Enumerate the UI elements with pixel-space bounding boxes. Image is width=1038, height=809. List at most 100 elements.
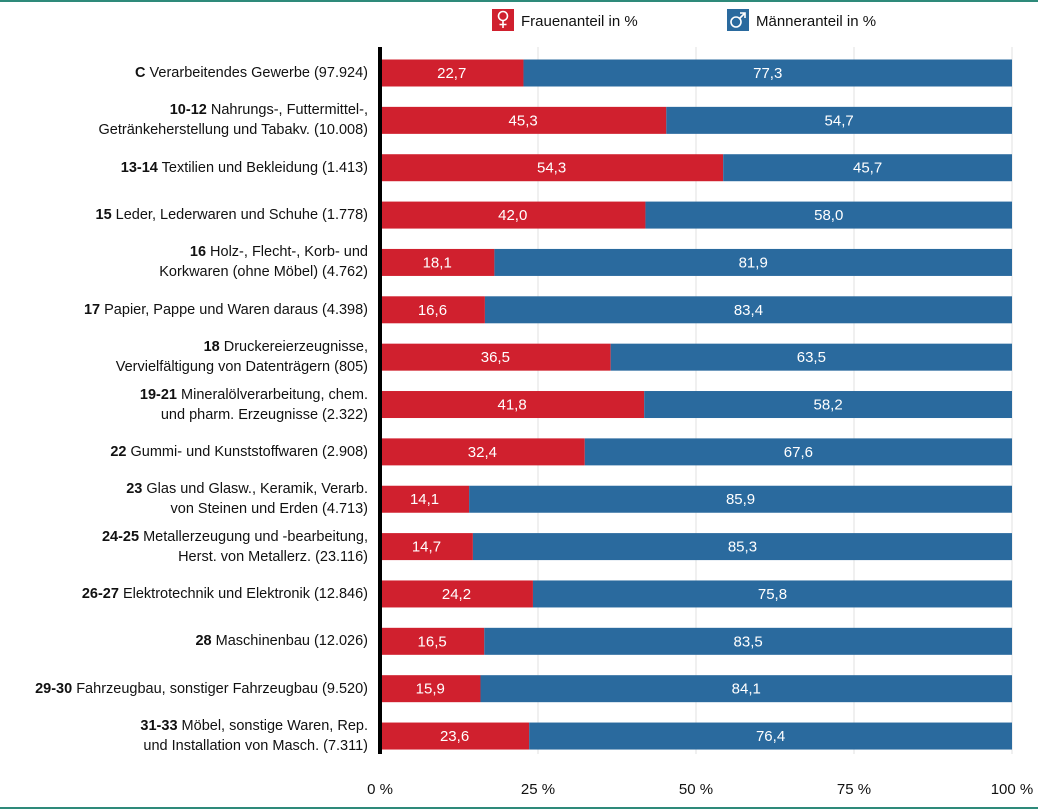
value-label: 85,9: [726, 491, 755, 508]
value-label: 14,1: [410, 491, 439, 508]
category-label: 23 Glas und Glasw., Keramik, Verarb. von…: [8, 479, 368, 519]
bar-segment: [532, 580, 1012, 608]
legend-item: Frauenanteil in %: [492, 9, 638, 31]
value-label: 63,5: [797, 349, 826, 366]
category-label: 16 Holz-, Flecht-, Korb- und Korkwaren (…: [8, 242, 368, 282]
category-label: 15 Leder, Lederwaren und Schuhe (1.778): [8, 205, 369, 225]
x-tick-label: 100 %: [991, 781, 1034, 798]
bar-segment: [380, 106, 667, 134]
bar-segment: [380, 201, 646, 229]
x-tick-label: 0 %: [367, 781, 393, 798]
category-text: Leder, Lederwaren und Schuhe (1.778): [115, 207, 368, 224]
value-label: 67,6: [784, 444, 813, 461]
bar-segment: [723, 154, 1012, 182]
value-label: 83,4: [734, 302, 763, 319]
value-label: 81,9: [739, 254, 768, 271]
category-code: 15: [95, 207, 112, 224]
bar-segment: [380, 485, 470, 513]
category-code: 17: [83, 301, 101, 318]
value-label: 54,3: [537, 160, 566, 177]
category-text: Textilien und Bekleidung (1.413): [161, 159, 368, 176]
x-tick-label: 50 %: [679, 781, 713, 798]
value-label: 42,0: [498, 207, 527, 224]
value-label: 84,1: [732, 681, 761, 698]
category-label: 10-12 Nahrungs-, Futtermittel-, Getränke…: [8, 100, 369, 140]
x-tick-label: 25 %: [521, 781, 555, 798]
category-label: 31-33 Möbel, sonstige Waren, Rep. und In…: [8, 716, 368, 756]
legend-item: Männeranteil in %: [727, 9, 876, 31]
category-label: 18 Druckereierzeugnisse, Vervielfältigun…: [8, 337, 368, 377]
category-code: 26-27: [81, 585, 119, 602]
category-label: 19-21 Mineralölverarbeitung, chem. und p…: [8, 385, 368, 425]
bar-segment: [380, 59, 524, 87]
category-code: 10-12: [169, 102, 207, 119]
category-text: Papier, Pappe und Waren daraus (4.398): [104, 301, 368, 318]
bar-segment: [484, 627, 1012, 655]
category-text: Verarbeitendes Gewerbe (97.924): [149, 65, 368, 81]
value-label: 83,5: [734, 633, 763, 650]
value-label: 85,3: [728, 539, 757, 556]
category-text: Maschinenbau (12.026): [215, 633, 368, 650]
category-code: 29-30: [35, 680, 73, 697]
category-code: 31-33: [140, 718, 178, 735]
value-label: 23,6: [440, 728, 469, 745]
bar-segment: [472, 533, 1012, 561]
category-label: 26-27 Elektrotechnik und Elektronik (12.…: [8, 584, 368, 604]
bar-segment: [610, 343, 1012, 371]
value-label: 45,3: [509, 112, 538, 129]
bar-segment: [666, 106, 1012, 134]
value-label: 15,9: [416, 681, 445, 698]
value-label: 58,2: [813, 396, 842, 413]
value-label: 41,8: [497, 396, 526, 413]
category-code: 22: [110, 443, 127, 460]
category-label: 22 Gummi- und Kunststoffwaren (2.908): [8, 442, 368, 462]
value-label: 45,7: [853, 160, 882, 177]
category-label: 29-30 Fahrzeugbau, sonstiger Fahrzeugbau…: [8, 679, 368, 699]
value-label: 54,7: [825, 112, 854, 129]
bar-segment: [380, 533, 473, 561]
category-code: 16: [189, 244, 207, 261]
category-code: 19-21: [139, 386, 177, 403]
legend-label: Männeranteil in %: [756, 13, 876, 30]
bar-segment: [380, 154, 724, 182]
bar-segment: [380, 343, 611, 371]
bar-segment: [645, 201, 1012, 229]
value-label: 76,4: [756, 728, 785, 745]
value-label: 77,3: [753, 65, 782, 82]
category-text: Holz-, Flecht-, Korb- und Korkwaren (ohn…: [159, 244, 368, 281]
category-label: 24-25 Metallerzeugung und -bearbeitung, …: [8, 527, 368, 567]
bar-segment: [380, 675, 481, 703]
value-label: 24,2: [442, 586, 471, 603]
bar-segment: [529, 722, 1012, 750]
bar-segment: [644, 391, 1012, 419]
category-code: 18: [203, 339, 220, 356]
bar-segment: [380, 580, 533, 608]
category-code: 13-14: [120, 159, 158, 176]
value-label: 22,7: [437, 65, 466, 82]
legend-icon: [499, 20, 507, 28]
bar-segment: [480, 675, 1012, 703]
category-text: Metallerzeugung und -bearbeitung, Herst.…: [143, 528, 368, 565]
bar-segment: [380, 296, 485, 324]
category-label: C Verarbeitendes Gewerbe (97.924): [8, 63, 368, 83]
category-text: Glas und Glasw., Keramik, Verarb. von St…: [146, 481, 368, 518]
bar-segment: [469, 485, 1012, 513]
bar-segment: [494, 248, 1013, 276]
bar-segment: [484, 296, 1012, 324]
value-label: 16,6: [418, 302, 447, 319]
category-code: 24-25: [101, 528, 140, 545]
category-code: 23: [126, 481, 143, 498]
legend-label: Frauenanteil in %: [521, 13, 638, 30]
bar-segment: [584, 438, 1012, 466]
value-label: 14,7: [412, 539, 441, 556]
legend-icon: [738, 12, 746, 20]
category-text: Druckereierzeugnisse, Vervielfältigung v…: [115, 339, 368, 376]
category-label: 13-14 Textilien und Bekleidung (1.413): [8, 158, 368, 178]
category-label: 17 Papier, Pappe und Waren daraus (4.398…: [8, 300, 368, 320]
category-label: 28 Maschinenbau (12.026): [8, 631, 368, 651]
category-text: Möbel, sonstige Waren, Rep. und Installa…: [143, 718, 368, 755]
category-text: Fahrzeugbau, sonstiger Fahrzeugbau (9.52…: [76, 680, 368, 697]
category-text: Gummi- und Kunststoffwaren (2.908): [130, 443, 368, 460]
